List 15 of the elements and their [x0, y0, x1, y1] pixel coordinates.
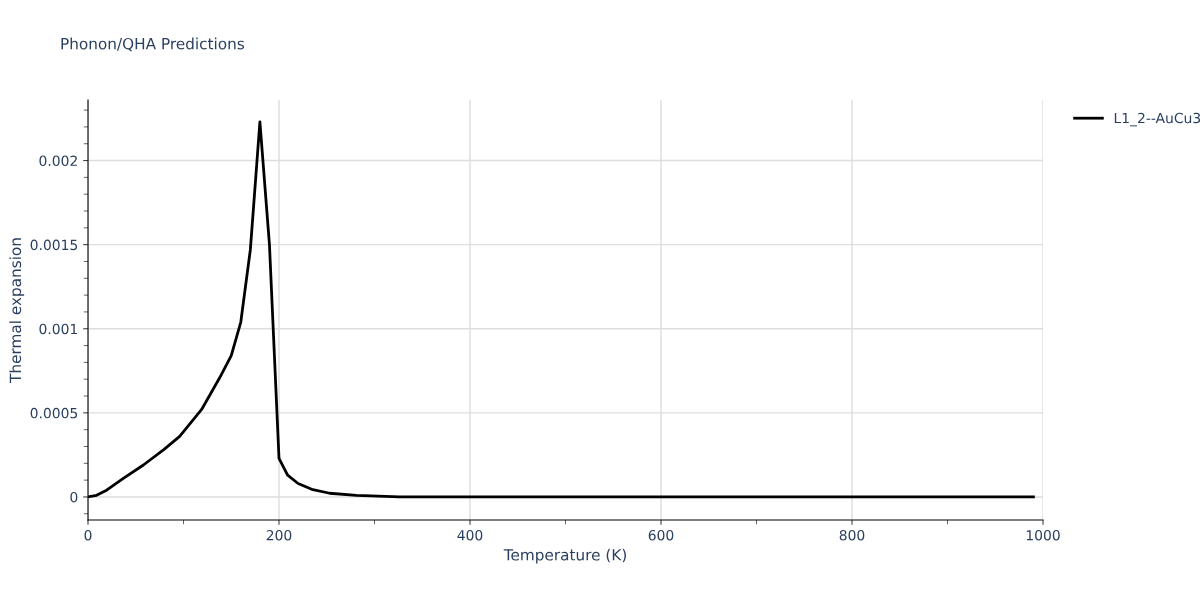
- x-tick-label: 400: [457, 529, 483, 541]
- x-tick-label: 0: [84, 529, 92, 541]
- y-tick-label: 0.0005: [30, 407, 78, 419]
- y-tick-label: 0.001: [39, 323, 77, 335]
- chart-title: Phonon/QHA Predictions: [61, 37, 245, 52]
- x-tick-label: 200: [266, 529, 292, 541]
- y-tick-label: 0: [70, 491, 78, 503]
- y-axis-title: Thermal expansion: [9, 238, 25, 384]
- legend-label: L1_2--AuCu3: [1114, 112, 1200, 127]
- x-axis-title: Temperature (K): [503, 548, 626, 564]
- x-tick-label: 800: [839, 529, 865, 541]
- x-tick-label: 1000: [1026, 529, 1060, 541]
- y-tick-label: 0.0015: [30, 239, 78, 251]
- y-tick-label: 0.002: [39, 155, 77, 167]
- x-tick-label: 600: [648, 529, 674, 541]
